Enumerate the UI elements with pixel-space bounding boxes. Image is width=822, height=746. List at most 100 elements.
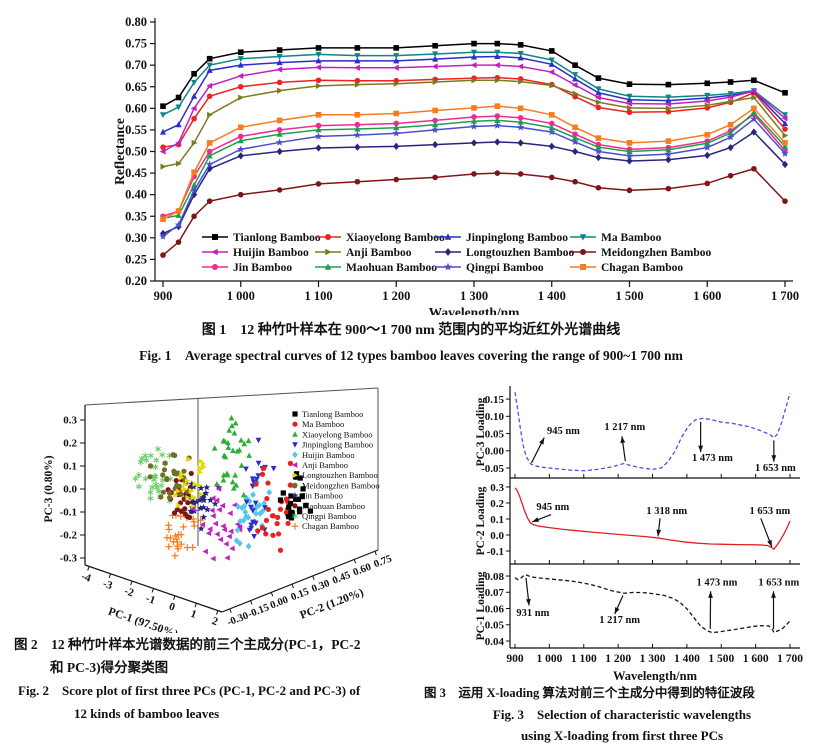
svg-text:1: 1 (189, 608, 198, 621)
svg-text:1 217 nm: 1 217 nm (604, 422, 645, 433)
svg-text:0: 0 (167, 600, 177, 613)
svg-text:-0.1: -0.1 (60, 507, 77, 519)
fig2-cluster-Chagan-Bamboo (163, 511, 204, 560)
fig2-caption-zh-line2: 和 PC-3)得分聚类图 (50, 660, 169, 675)
svg-text:0.60: 0.60 (125, 101, 147, 115)
svg-text:0.65: 0.65 (125, 80, 147, 94)
svg-text:-0.1: -0.1 (487, 546, 504, 558)
fig2-caption-zh-line1: 图 2 12 种竹叶样本光谱数据的前三个主成分(PC-1，PC-2 (14, 637, 361, 652)
svg-text:0.1: 0.1 (63, 461, 77, 473)
svg-text:-0.2: -0.2 (60, 530, 78, 542)
svg-text:0.0: 0.0 (63, 484, 77, 496)
svg-text:1 100: 1 100 (304, 289, 332, 303)
svg-text:0.00: 0.00 (269, 595, 290, 612)
fig1-series-Maohuan-Bamboo (159, 109, 789, 221)
svg-text:0.70: 0.70 (125, 58, 147, 72)
svg-text:0.05: 0.05 (485, 620, 505, 632)
svg-text:-3: -3 (101, 578, 114, 592)
svg-text:0.45: 0.45 (125, 166, 147, 180)
svg-text:1 473 nm: 1 473 nm (697, 577, 738, 588)
svg-text:-4: -4 (80, 570, 93, 584)
svg-text:1 100: 1 100 (571, 653, 597, 665)
svg-text:1 500: 1 500 (708, 653, 734, 665)
fig1-series-Huijin-Bamboo (159, 62, 788, 155)
svg-text:Huijin Bamboo: Huijin Bamboo (302, 450, 355, 460)
fig2-zlabel: PC-3 (0.80%) (43, 455, 55, 522)
svg-text:1 700: 1 700 (777, 653, 803, 665)
fig3-caption-zh: 图 3 运用 X-loading 算法对前三个主成分中得到的特征波段 (424, 686, 755, 700)
svg-text:Anji Bamboo: Anji Bamboo (302, 460, 348, 470)
fig2-caption-en-line2: 12 kinds of bamboo leaves (74, 706, 220, 721)
svg-text:0.20: 0.20 (125, 274, 147, 288)
svg-text:0.05: 0.05 (485, 428, 505, 440)
svg-text:PC-3 Loading: PC-3 Loading (475, 397, 487, 466)
svg-text:0.15: 0.15 (485, 394, 505, 406)
fig1-series-Ma-Bamboo (159, 49, 789, 119)
svg-text:0.35: 0.35 (125, 209, 147, 223)
fig1-xlabel: Wavelength/nm (429, 305, 521, 315)
fig2-caption-en-line1: Fig. 2 Score plot of first three PCs (PC… (18, 683, 361, 698)
svg-text:Maohuan Bamboo: Maohuan Bamboo (346, 262, 437, 274)
svg-text:900: 900 (154, 289, 173, 303)
svg-text:1 300: 1 300 (640, 653, 666, 665)
fig3-panel-PC-2-Loading: 0.3 0.2 0.1 0.0 -0.1PC-2 Loading 945 nm 1 318 … (475, 478, 800, 565)
svg-text:1 600: 1 600 (743, 653, 769, 665)
svg-text:0.1: 0.1 (490, 514, 504, 526)
svg-text:0.00: 0.00 (485, 446, 505, 458)
svg-text:1 653 nm: 1 653 nm (758, 577, 799, 588)
svg-text:1 500: 1 500 (615, 289, 643, 303)
fig3-caption-en-line1: Fig. 3 Selection of characteristic wavel… (492, 707, 752, 722)
svg-text:945 nm: 945 nm (547, 426, 580, 437)
fig1-legend: Tianlong Bamboo Xiaoyelong Bamboo Jinpingl… (202, 232, 711, 274)
svg-text:0.45: 0.45 (331, 570, 352, 587)
fig2-cluster-Tianlong-Bamboo (277, 471, 314, 521)
fig2-cluster-Xiaoyelong-Bamboo (211, 414, 252, 498)
svg-text:0.2: 0.2 (490, 498, 504, 510)
svg-text:Xiaoyelong Bamboo: Xiaoyelong Bamboo (346, 232, 445, 244)
fig1-series-Anji-Bamboo (160, 77, 789, 170)
svg-text:PC-1 Loading: PC-1 Loading (475, 571, 487, 640)
svg-text:0.40: 0.40 (125, 188, 147, 202)
fig1-caption-zh: 图 1 12 种竹叶样本在 900～1 700 nm 范围内的平均近红外光谱曲线 (201, 323, 621, 338)
svg-text:0.3: 0.3 (63, 415, 77, 427)
fig2-cluster-Jin-Bamboo (184, 480, 223, 532)
svg-text:Xiaoyelong Bamboo: Xiaoyelong Bamboo (302, 429, 373, 439)
svg-text:Huijin Bamboo: Huijin Bamboo (233, 247, 309, 259)
svg-text:Maohuan Bamboo: Maohuan Bamboo (302, 501, 365, 511)
svg-text:Jin Bamboo: Jin Bamboo (302, 491, 343, 501)
svg-text:Meidongzhen Bamboo: Meidongzhen Bamboo (601, 247, 711, 259)
svg-text:1 653 nm: 1 653 nm (755, 463, 796, 474)
fig2-caption-block: 图 2 12 种竹叶样本光谱数据的前三个主成分(PC-1，PC-2 和 PC-3… (14, 633, 422, 725)
svg-text:1 400: 1 400 (538, 289, 566, 303)
svg-text:1 600: 1 600 (693, 289, 721, 303)
svg-text:0.0: 0.0 (490, 530, 504, 542)
svg-text:0.30: 0.30 (125, 231, 147, 245)
svg-text:-0.05: -0.05 (481, 463, 504, 475)
fig2-cluster-Meidongzhen-Bamboo (147, 452, 192, 501)
svg-text:945 nm: 945 nm (536, 502, 569, 513)
svg-text:0.30: 0.30 (310, 578, 331, 595)
svg-text:1 400: 1 400 (674, 653, 700, 665)
fig1-tick-labels: 0.20 0.25 0.30 0.35 0.40 0.45 0.50 0.55 0.60 0.65… (112, 15, 799, 315)
svg-text:Tianlong Bamboo: Tianlong Bamboo (233, 232, 321, 244)
svg-text:Tianlong Bamboo: Tianlong Bamboo (302, 409, 363, 419)
svg-text:1 000: 1 000 (227, 289, 255, 303)
fig1-spectral-curves-chart: 0.20 0.25 0.30 0.35 0.40 0.45 0.50 0.55 0.60 0.65… (112, 15, 799, 315)
svg-text:1 300: 1 300 (460, 289, 488, 303)
fig3-caption-block: 图 3 运用 X-loading 算法对前三个主成分中得到的特征波段 Fig. … (424, 683, 820, 746)
fig2-cluster-Huijin-Bamboo (233, 479, 273, 550)
svg-text:0.3: 0.3 (490, 482, 504, 494)
svg-text:0.04: 0.04 (485, 636, 505, 648)
svg-text:PC-2 Loading: PC-2 Loading (475, 486, 487, 555)
svg-text:Ma Bamboo: Ma Bamboo (601, 232, 662, 244)
svg-text:900: 900 (506, 653, 524, 665)
svg-text:1 700: 1 700 (771, 289, 799, 303)
svg-text:0.25: 0.25 (125, 252, 147, 266)
svg-text:Qingpi Bamboo: Qingpi Bamboo (302, 511, 357, 521)
fig1-series-Chagan-Bamboo (160, 103, 788, 223)
